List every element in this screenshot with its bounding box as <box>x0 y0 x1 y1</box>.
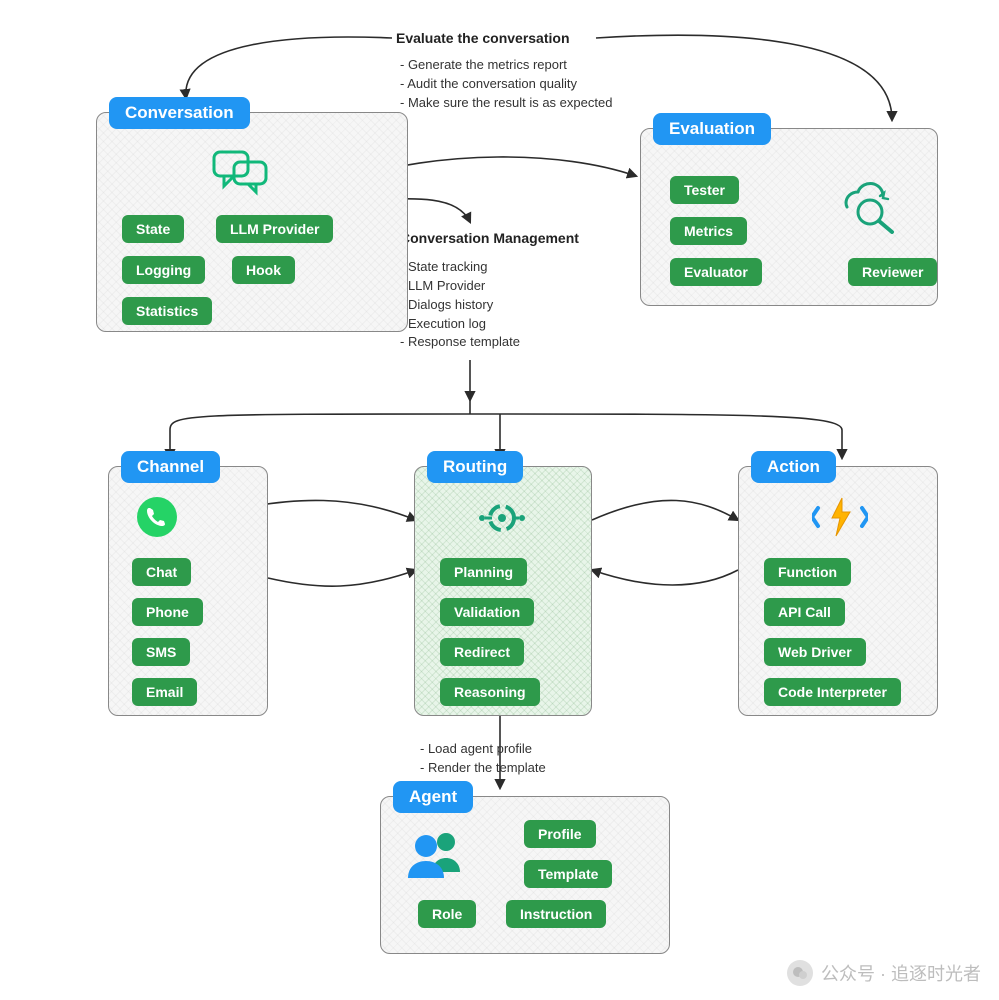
evaluation-pill-metrics: Metrics <box>670 217 747 245</box>
channel-title: Channel <box>121 451 220 483</box>
action-pill-function: Function <box>764 558 851 586</box>
conversation-pill-statistics: Statistics <box>122 297 212 325</box>
routing-node-icon <box>478 498 526 538</box>
agent-title: Agent <box>393 781 473 813</box>
conversation-title: Conversation <box>109 97 250 129</box>
agent-pill-profile: Profile <box>524 820 596 848</box>
cm-bullet-2: - Dialogs history <box>400 296 520 315</box>
wechat-icon <box>787 960 813 986</box>
conversation-pill-state: State <box>122 215 184 243</box>
evaluation-pill-reviewer: Reviewer <box>848 258 937 286</box>
eval-bullets: - Generate the metrics report - Audit th… <box>400 56 612 113</box>
conversation-pill-logging: Logging <box>122 256 205 284</box>
watermark-text: 公众号 · 追逐时光者 <box>821 960 981 986</box>
cm-bullet-3: - Execution log <box>400 315 520 334</box>
channel-pill-phone: Phone <box>132 598 203 626</box>
whatsapp-icon <box>134 494 180 540</box>
edge-action-to-routing-bottom <box>592 570 738 585</box>
edge-fanout-bracket <box>170 414 842 430</box>
edge-evaltitle-to-conversation <box>186 37 392 98</box>
edge-channel-to-routing-bottom <box>268 570 416 586</box>
conversation-pill-hook: Hook <box>232 256 295 284</box>
edge-evaltitle-to-evaluation <box>596 35 892 120</box>
routing-pill-validation: Validation <box>440 598 534 626</box>
diagram-canvas: { "diagram": { "type": "flowchart", "can… <box>0 0 999 1000</box>
cm-bullet-1: - LLM Provider <box>400 277 520 296</box>
eval-bullet-1: - Audit the conversation quality <box>400 75 612 94</box>
evaluation-pill-evaluator: Evaluator <box>670 258 762 286</box>
channel-pill-chat: Chat <box>132 558 191 586</box>
action-pill-webdriver: Web Driver <box>764 638 866 666</box>
channel-pill-sms: SMS <box>132 638 190 666</box>
action-pill-codeintp: Code Interpreter <box>764 678 901 706</box>
agent-pill-instruction: Instruction <box>506 900 606 928</box>
evaluation-pill-tester: Tester <box>670 176 739 204</box>
chat-bubbles-icon <box>210 148 270 196</box>
watermark: 公众号 · 追逐时光者 <box>787 960 981 986</box>
channel-pill-email: Email <box>132 678 197 706</box>
edge-routing-to-action-top <box>592 500 738 520</box>
routing-title: Routing <box>427 451 523 483</box>
action-title: Action <box>751 451 836 483</box>
cm-title: Conversation Management <box>400 230 579 246</box>
cloud-search-icon <box>840 178 904 234</box>
agent-pill-template: Template <box>524 860 612 888</box>
cm-bullet-0: - State tracking <box>400 258 520 277</box>
cm-bullets: - State tracking - LLM Provider - Dialog… <box>400 258 520 352</box>
action-pill-apicall: API Call <box>764 598 845 626</box>
routing-pill-redirect: Redirect <box>440 638 524 666</box>
eval-title: Evaluate the conversation <box>396 30 570 46</box>
routing-pill-planning: Planning <box>440 558 527 586</box>
eval-bullet-0: - Generate the metrics report <box>400 56 612 75</box>
eval-bullet-2: - Make sure the result is as expected <box>400 94 612 113</box>
cm-bullet-4: - Response template <box>400 333 520 352</box>
bolt-code-icon <box>812 494 868 540</box>
agent-bullet-0: - Load agent profile <box>420 740 546 759</box>
evaluation-title: Evaluation <box>653 113 771 145</box>
agent-bullet-1: - Render the template <box>420 759 546 778</box>
users-icon <box>406 824 468 882</box>
routing-pill-reasoning: Reasoning <box>440 678 540 706</box>
agent-bullets: - Load agent profile - Render the templa… <box>420 740 546 778</box>
conversation-pill-llm: LLM Provider <box>216 215 333 243</box>
agent-pill-role: Role <box>418 900 476 928</box>
